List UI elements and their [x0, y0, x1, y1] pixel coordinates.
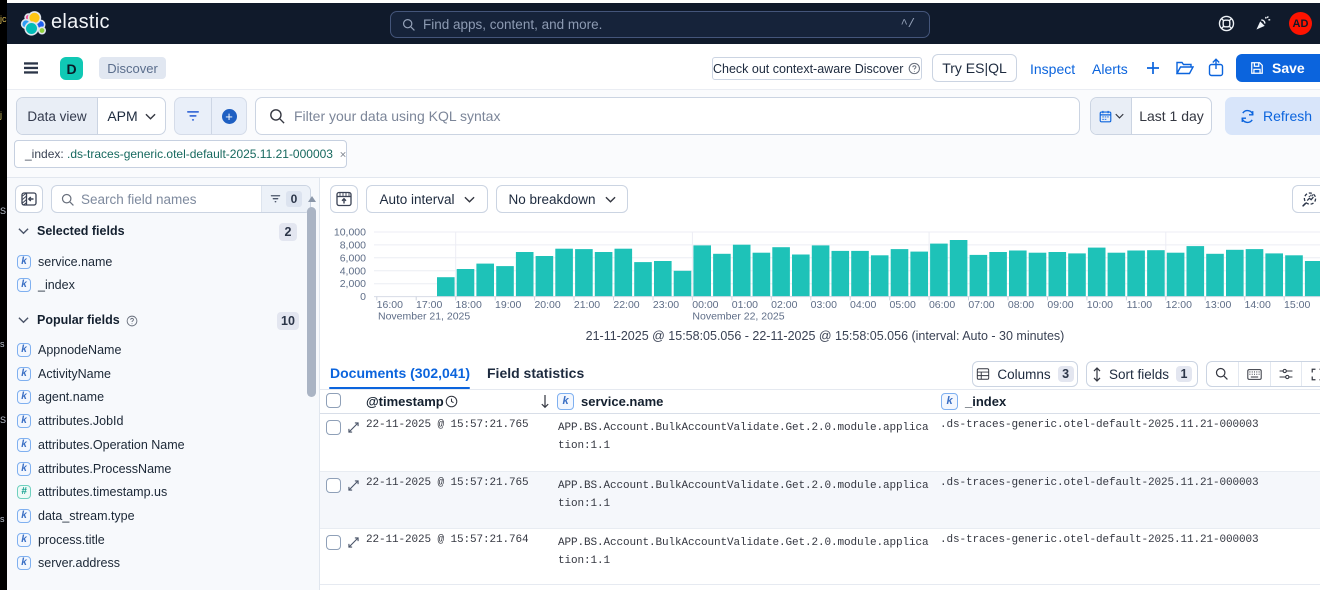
svg-text:02:00: 02:00 — [771, 299, 797, 311]
svg-text:23:00: 23:00 — [653, 299, 679, 311]
svg-text:16:00: 16:00 — [377, 299, 403, 311]
svg-text:13:00: 13:00 — [1205, 299, 1231, 311]
svg-text:15:00: 15:00 — [1284, 299, 1310, 311]
svg-text:22:00: 22:00 — [613, 299, 639, 311]
svg-text:01:00: 01:00 — [732, 299, 758, 311]
svg-text:11:00: 11:00 — [1127, 299, 1153, 311]
svg-text:03:00: 03:00 — [811, 299, 837, 311]
svg-text:12:00: 12:00 — [1166, 299, 1192, 311]
svg-text:06:00: 06:00 — [929, 299, 955, 311]
svg-text:10,000: 10,000 — [334, 227, 366, 239]
svg-text:14:00: 14:00 — [1245, 299, 1271, 311]
svg-text:07:00: 07:00 — [968, 299, 994, 311]
svg-text:04:00: 04:00 — [850, 299, 876, 311]
svg-text:08:00: 08:00 — [1008, 299, 1034, 311]
svg-text:November 21, 2025: November 21, 2025 — [378, 311, 470, 323]
svg-text:21:00: 21:00 — [574, 299, 600, 311]
svg-text:19:00: 19:00 — [495, 299, 521, 311]
svg-text:17:00: 17:00 — [416, 299, 442, 311]
svg-text:0: 0 — [360, 291, 366, 303]
svg-text:18:00: 18:00 — [456, 299, 482, 311]
svg-text:8,000: 8,000 — [340, 239, 366, 251]
svg-text:6,000: 6,000 — [340, 252, 366, 264]
svg-text:2,000: 2,000 — [340, 278, 366, 290]
svg-text:November 22, 2025: November 22, 2025 — [692, 311, 784, 323]
svg-text:4,000: 4,000 — [340, 265, 366, 277]
svg-text:20:00: 20:00 — [534, 299, 560, 311]
svg-text:10:00: 10:00 — [1087, 299, 1113, 311]
svg-text:09:00: 09:00 — [1047, 299, 1073, 311]
svg-text:00:00: 00:00 — [692, 299, 718, 311]
svg-text:05:00: 05:00 — [890, 299, 916, 311]
